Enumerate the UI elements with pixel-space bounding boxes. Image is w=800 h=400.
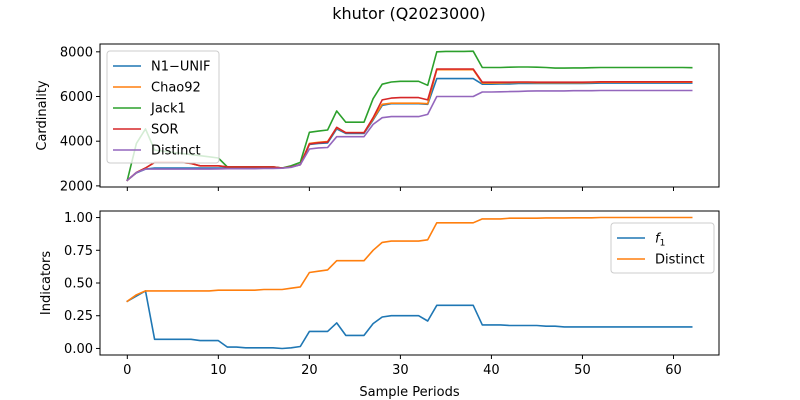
- series-line-sor: [126, 68, 693, 182]
- x-axis-label: Sample Periods: [359, 385, 459, 400]
- x-tick-label: 40: [483, 363, 500, 378]
- series-line-jack1: [126, 50, 693, 182]
- y-axis-label: Cardinality: [35, 80, 50, 151]
- legend-label: f1: [655, 232, 665, 249]
- legend: N1−UNIF Chao92 Jack1 SOR Distinct: [106, 50, 220, 164]
- series-line-distinct: [126, 89, 693, 182]
- y-tick-label: 1.00: [64, 211, 93, 226]
- y-tick-label: 4000: [60, 135, 93, 150]
- x-tick-label: 0: [123, 363, 131, 378]
- legend-label: SOR: [151, 123, 179, 138]
- legend-label: Jack1: [150, 102, 186, 117]
- x-tick-label: 10: [210, 363, 227, 378]
- legend-label: N1−UNIF: [151, 60, 210, 75]
- y-tick-label: 8000: [60, 45, 93, 60]
- x-tick-label: 20: [301, 363, 318, 378]
- legend-label: Chao92: [151, 81, 201, 96]
- y-axis-label: Indicators: [39, 251, 54, 315]
- y-tick-label: 0.25: [64, 309, 93, 324]
- axes-frame: [99, 43, 720, 188]
- x-tick-label: 50: [574, 363, 591, 378]
- chart-title: khutor (Q2023000): [332, 4, 486, 23]
- y-tick-label: 0.00: [64, 342, 93, 357]
- indicators-panel: 0 10 20 30 40 50 60 0.00 0.25 0.50 0.75 1.00 Indicat…: [39, 210, 720, 400]
- x-tick-label: 30: [392, 363, 409, 378]
- legend-label: Distinct: [151, 144, 201, 159]
- series-line-distinct: [126, 216, 693, 303]
- y-tick-label: 2000: [60, 179, 93, 194]
- y-tick-label: 6000: [60, 90, 93, 105]
- series-line-f1: [126, 290, 693, 350]
- cardinality-panel: 2000 4000 6000 8000 Cardinality N1−UNIF Chao92…: [35, 43, 720, 194]
- legend: f1 Distinct: [610, 222, 715, 274]
- legend-label: Distinct: [655, 253, 705, 268]
- x-tick-label: 60: [665, 363, 682, 378]
- y-tick-label: 0.50: [64, 277, 93, 292]
- y-tick-label: 0.75: [64, 244, 93, 259]
